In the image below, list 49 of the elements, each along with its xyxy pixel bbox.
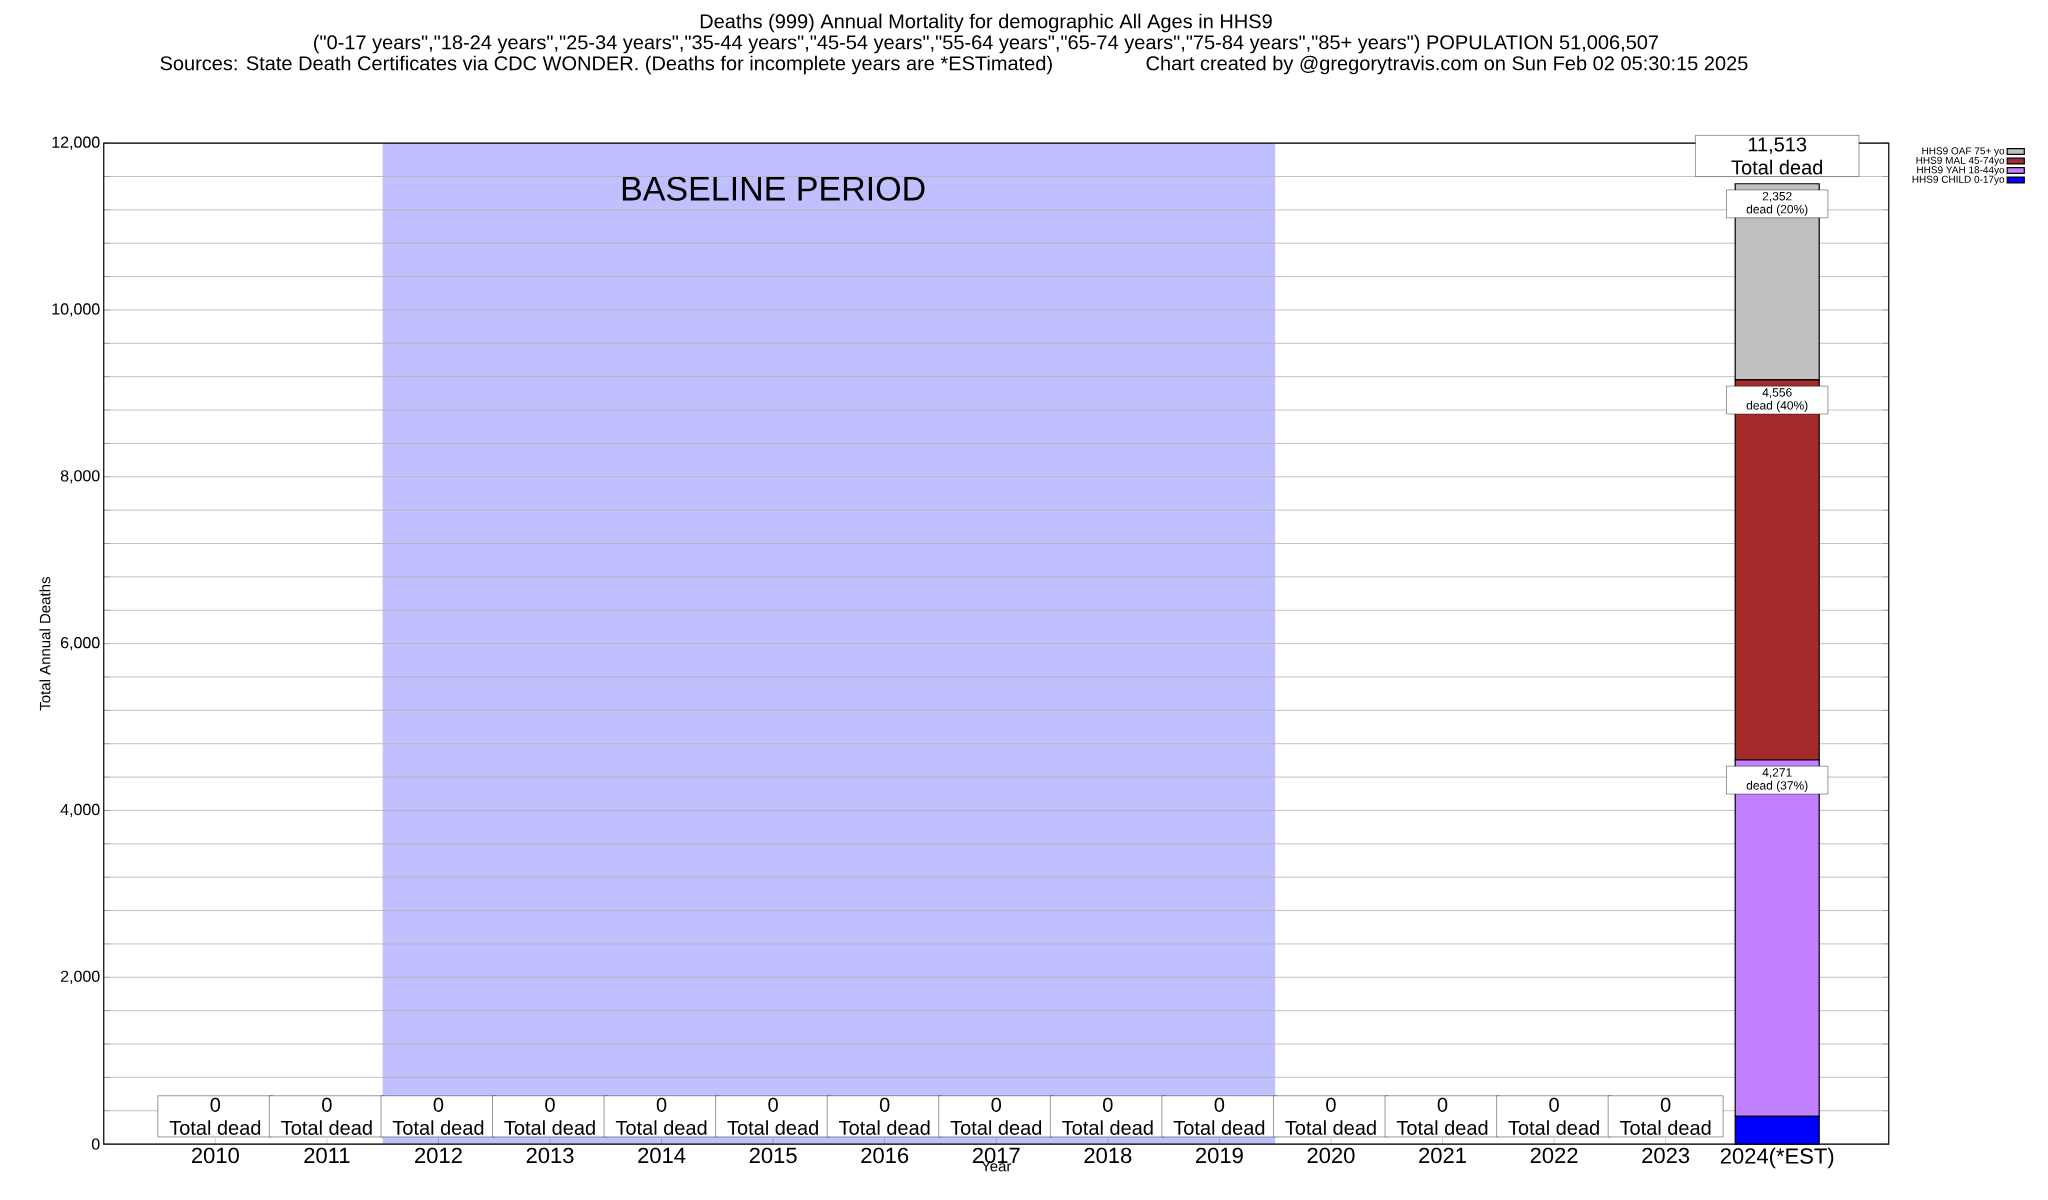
x-tick-label: 2018 xyxy=(1084,1147,1132,1164)
band-label: BASELINE PERIOD xyxy=(622,176,925,201)
x-tick-label: 2011 xyxy=(304,1147,350,1164)
x-tick-label: 2016 xyxy=(861,1147,909,1164)
total-label: 0 Total dead xyxy=(392,1097,484,1135)
y-tick-label: 6,000 xyxy=(61,637,100,651)
y-tick-label: 0 xyxy=(91,1138,100,1150)
chart-title: Deaths (999) Annual Mortality for demographic All Ages in HHS9 xyxy=(700,13,1272,33)
legend-label: HHS9 CHILD 0-17yo xyxy=(1912,175,2005,185)
total-label: 11,513 Total dead xyxy=(1731,137,1823,175)
text: Chart created by @gregorytravis.com on Sun Feb 02 05:30:15 2025 xyxy=(1146,55,1748,75)
data-label: 4,556 dead (40%) xyxy=(1746,388,1808,412)
total-label: 0 Total dead xyxy=(839,1097,930,1135)
y-tick-label: 4,000 xyxy=(60,803,100,818)
data-label: 4,271 dead (37%) xyxy=(1746,768,1808,793)
legend-label: HHS9 YAH 18-44yo xyxy=(1917,166,2005,176)
legend-label: HHS9 OAF 75+ yo xyxy=(1922,147,2005,157)
y-tick-label: 12,000 xyxy=(52,136,100,150)
total-label: 0 Total dead xyxy=(169,1097,261,1135)
y-tick-label: 10,000 xyxy=(52,303,100,317)
total-label: 0 Total dead xyxy=(281,1097,372,1135)
total-label: 0 Total dead xyxy=(1062,1097,1153,1135)
x-tick-label: 2023 xyxy=(1642,1147,1690,1164)
total-label: 0 Total dead xyxy=(1285,1097,1376,1135)
x-tick-label: 2020 xyxy=(1307,1147,1355,1164)
x-tick-label: 2014 xyxy=(638,1147,686,1164)
x-tick-label: 2012 xyxy=(415,1147,462,1164)
x-tick-label: 2019 xyxy=(1196,1147,1243,1164)
total-label: 0 Total dead xyxy=(1396,1097,1488,1135)
source-note: Sources: State Death Certificates via CDC WONDER. (Deaths for incomplete years are *ESTimated) xyxy=(160,55,1052,75)
y-tick-label: 8,000 xyxy=(60,470,100,484)
total-label: 0 Total dead xyxy=(504,1097,595,1135)
x-tick-label: 2024(*EST) xyxy=(1720,1147,1834,1169)
total-label: 0 Total dead xyxy=(727,1097,818,1135)
x-tick-label: 2015 xyxy=(749,1147,797,1164)
total-label: 0 Total dead xyxy=(950,1097,1042,1135)
x-tick-label: 2021 xyxy=(1419,1147,1466,1164)
legend-label: HHS9 MAL 45-74yo xyxy=(1916,156,2005,166)
total-label: 0 Total dead xyxy=(1173,1097,1265,1135)
total-label: 0 Total dead xyxy=(1508,1097,1599,1135)
x-tick-label: 2010 xyxy=(191,1147,239,1164)
y-axis-title: Total Annual Deaths xyxy=(39,577,51,711)
data-label: 2,352 dead (20%) xyxy=(1746,191,1808,216)
x-tick-label: 2013 xyxy=(526,1147,574,1164)
chart-subtitle: ("0-17 years","18-24 years","25-34 years","35-44 years","45-54 years","55-64 years","65-74 years","75-84 years","85+ years") POPULATION 51,006,507 xyxy=(314,34,1659,54)
total-label: 0 Total dead xyxy=(615,1097,707,1135)
total-label: 0 Total dead xyxy=(1619,1097,1711,1135)
x-tick-label: 2022 xyxy=(1530,1147,1578,1164)
y-tick-label: 2,000 xyxy=(60,970,100,984)
